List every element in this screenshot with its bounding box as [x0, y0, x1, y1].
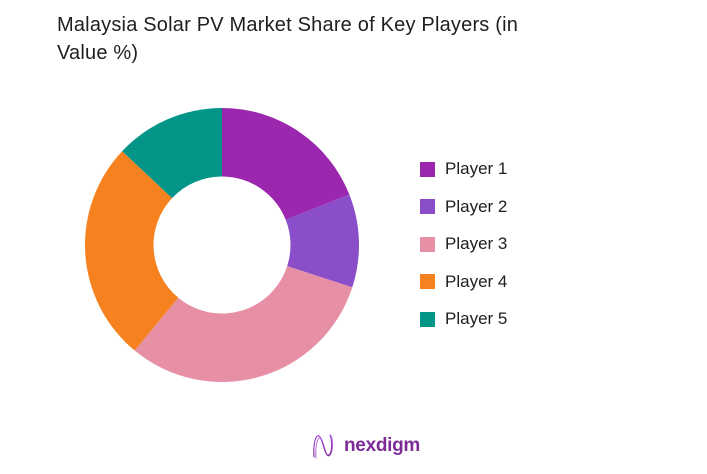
- legend-swatch-player-2: [420, 199, 435, 214]
- legend-swatch-player-5: [420, 311, 435, 327]
- chart-title-line1: Malaysia Solar PV Market Share of Key Pl…: [57, 14, 519, 36]
- donut-chart: [84, 108, 359, 382]
- donut-segment-player-1: [222, 108, 350, 220]
- chart-title-line2: Value %): [57, 42, 139, 64]
- donut-segment-player-3: [134, 266, 353, 382]
- legend-swatch-player-3: [420, 236, 435, 252]
- legend-label-player-1: Player 1: [445, 159, 508, 178]
- legend-label-player-3: Player 3: [445, 234, 508, 253]
- legend-item-player-1: Player 1: [420, 159, 508, 178]
- legend-label-player-5: Player 5: [445, 309, 508, 328]
- legend-item-player-3: Player 3: [420, 234, 508, 253]
- nexdigm-logo: nexdigm: [311, 430, 420, 462]
- donut-chart-svg: [84, 108, 359, 382]
- donut-segment-player-2: [285, 194, 359, 288]
- chart-legend: Player 1 Player 2 Player 3 Player 4 Play…: [420, 159, 508, 349]
- legend-label-player-4: Player 4: [445, 271, 508, 291]
- donut-segment-player-4: [84, 151, 179, 351]
- donut-segment-player-5: [122, 108, 222, 199]
- legend-item-player-2: Player 2: [420, 196, 508, 216]
- legend-item-player-5: Player 5: [420, 309, 508, 328]
- legend-item-player-4: Player 4: [420, 271, 508, 291]
- legend-label-player-2: Player 2: [445, 196, 508, 216]
- legend-swatch-player-1: [420, 161, 435, 177]
- nexdigm-logo-text: nexdigm: [344, 435, 421, 456]
- legend-swatch-player-4: [420, 274, 435, 289]
- nexdigm-n-wave-icon: [313, 434, 334, 459]
- chart-title: Malaysia Solar PV Market Share of Key Pl…: [57, 11, 657, 67]
